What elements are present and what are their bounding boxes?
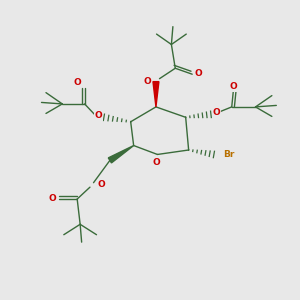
Text: Br: Br	[224, 150, 235, 159]
Text: O: O	[73, 78, 81, 87]
Text: O: O	[212, 108, 220, 117]
Text: O: O	[97, 180, 105, 189]
Text: O: O	[229, 82, 237, 91]
Text: O: O	[49, 194, 57, 203]
Text: O: O	[95, 111, 103, 120]
Text: O: O	[144, 76, 152, 85]
Polygon shape	[108, 146, 134, 163]
Polygon shape	[153, 82, 159, 107]
Text: O: O	[195, 68, 202, 77]
Text: O: O	[152, 158, 160, 167]
